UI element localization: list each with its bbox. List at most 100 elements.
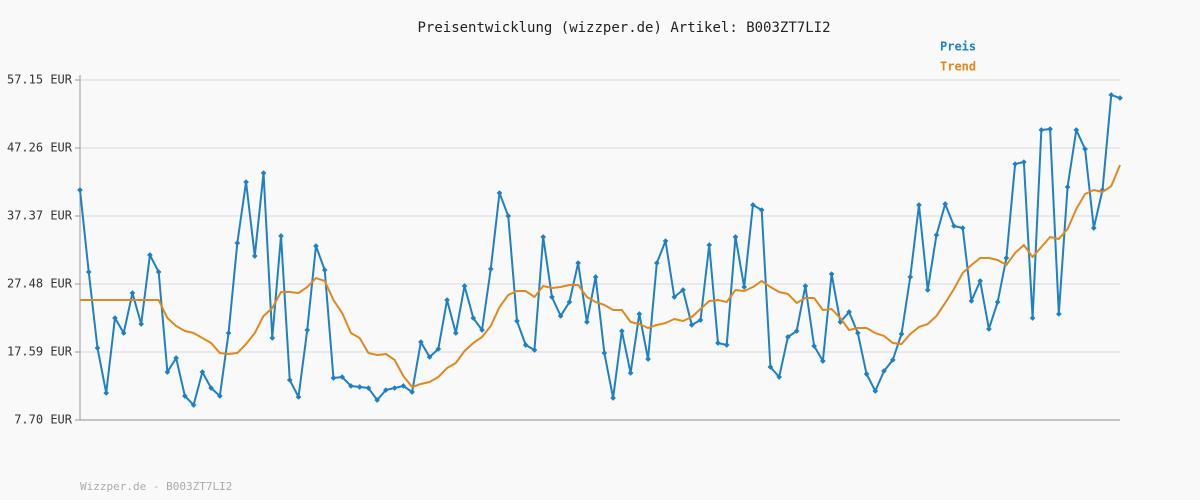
point-marker: [374, 397, 380, 403]
point-marker: [820, 358, 826, 364]
point-marker: [776, 374, 782, 380]
point-marker: [575, 260, 581, 266]
point-marker: [409, 389, 415, 395]
point-marker: [951, 223, 957, 229]
point-marker: [1073, 127, 1080, 133]
point-marker: [1047, 126, 1053, 132]
point-marker: [968, 298, 975, 304]
point-marker: [470, 315, 477, 321]
point-marker: [435, 346, 442, 352]
y-tick-label: 37.37 EUR: [7, 209, 73, 223]
point-marker: [1117, 95, 1123, 101]
point-marker: [321, 267, 328, 273]
point-marker: [872, 388, 879, 394]
point-marker: [549, 294, 555, 300]
point-marker: [688, 322, 695, 328]
point-marker: [278, 233, 284, 239]
point-marker: [863, 371, 870, 377]
point-marker: [1012, 161, 1018, 167]
point-marker: [94, 345, 101, 351]
point-marker: [348, 383, 354, 389]
point-marker: [584, 319, 590, 325]
point-marker: [356, 384, 363, 390]
point-marker: [304, 327, 311, 333]
point-marker: [505, 213, 512, 219]
point-marker: [251, 253, 258, 259]
point-marker: [339, 374, 346, 380]
point-marker: [785, 334, 791, 340]
point-marker: [741, 284, 748, 290]
point-marker: [697, 317, 704, 323]
point-marker: [330, 375, 337, 381]
point-marker: [942, 201, 949, 207]
point-marker: [120, 330, 127, 336]
point-marker: [750, 202, 756, 208]
point-marker: [671, 294, 678, 300]
point-marker: [706, 242, 713, 248]
point-marker: [566, 299, 573, 305]
point-marker: [138, 321, 145, 327]
point-marker: [1055, 311, 1062, 317]
point-marker: [103, 390, 110, 396]
point-marker: [208, 385, 214, 391]
point-marker: [889, 357, 896, 363]
point-marker: [461, 283, 468, 289]
point-marker: [400, 383, 407, 389]
point-marker: [846, 309, 852, 315]
point-marker: [479, 327, 485, 333]
point-marker: [77, 187, 83, 193]
point-marker: [452, 330, 459, 336]
point-marker: [155, 269, 162, 275]
y-tick-label: 7.70 EUR: [14, 413, 73, 427]
point-marker: [854, 330, 861, 336]
point-marker: [269, 335, 276, 341]
point-marker: [540, 234, 547, 240]
point-marker: [1003, 255, 1010, 261]
point-marker: [732, 234, 739, 240]
point-marker: [313, 243, 319, 249]
point-marker: [164, 369, 171, 375]
y-tick-label: 17.59 EUR: [7, 345, 73, 359]
point-marker: [610, 395, 616, 401]
point-marker: [793, 328, 800, 334]
point-marker: [601, 350, 608, 356]
point-marker: [522, 342, 529, 348]
point-marker: [182, 393, 188, 399]
point-marker: [383, 387, 389, 393]
point-marker: [129, 290, 136, 296]
point-marker: [243, 179, 249, 185]
point-marker: [217, 393, 223, 399]
point-marker: [112, 315, 118, 321]
point-marker: [933, 232, 940, 238]
point-marker: [1064, 184, 1071, 190]
point-marker: [636, 311, 643, 317]
legend-entry: Preis: [940, 40, 976, 54]
point-marker: [190, 402, 197, 408]
point-marker: [234, 240, 241, 246]
line-series: [79, 93, 1121, 407]
point-marker: [959, 225, 966, 231]
point-marker: [907, 274, 914, 280]
point-marker: [916, 202, 922, 208]
footer: Wizzper.de - B003ZT7LI2: [80, 480, 232, 493]
chart-title: Preisentwicklung (wizzper.de) Artikel: B…: [417, 20, 830, 36]
point-marker: [418, 339, 424, 345]
point-marker: [531, 347, 538, 353]
point-marker: [199, 369, 206, 375]
point-marker: [1029, 315, 1036, 321]
y-tick-label: 57.15 EUR: [7, 73, 73, 87]
point-marker: [496, 190, 503, 196]
point-marker: [994, 299, 1001, 305]
point-marker: [85, 269, 92, 275]
point-marker: [898, 331, 905, 337]
point-marker: [391, 385, 398, 391]
point-marker: [1108, 92, 1115, 98]
point-marker: [986, 326, 992, 332]
point-marker: [977, 278, 983, 284]
point-marker: [619, 328, 625, 334]
point-marker: [680, 287, 686, 293]
point-marker: [426, 354, 433, 360]
